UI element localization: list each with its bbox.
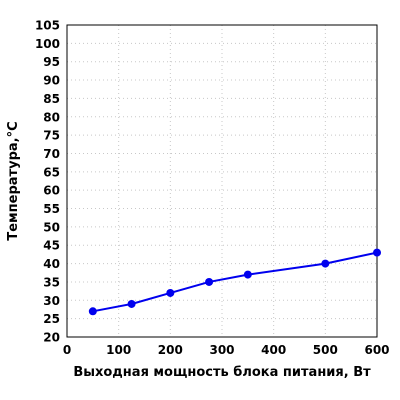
data-point	[127, 299, 136, 308]
data-point	[205, 277, 214, 286]
y-tick-label: 45	[43, 239, 60, 253]
data-point	[88, 307, 97, 316]
x-tick-label: 0	[63, 343, 71, 357]
y-tick-label: 90	[43, 74, 60, 88]
y-tick-label: 65	[43, 165, 60, 179]
y-tick-label: 105	[35, 19, 60, 33]
grid	[67, 25, 377, 337]
x-tick-label: 500	[313, 343, 338, 357]
y-tick-label: 60	[43, 184, 60, 198]
x-tick-label: 400	[261, 343, 286, 357]
y-tick-label: 70	[43, 147, 60, 161]
y-tick-label: 100	[35, 37, 60, 51]
plot-frame	[66, 24, 378, 338]
y-tick-label: 35	[43, 275, 60, 289]
y-tick-label: 50	[43, 220, 60, 234]
x-tick-label: 600	[364, 343, 389, 357]
y-tick-label: 95	[43, 55, 60, 69]
y-tick-label: 85	[43, 92, 60, 106]
data-series	[88, 248, 381, 316]
y-axis-title: Температура,°С	[6, 121, 21, 240]
y-tick-label: 30	[43, 294, 60, 308]
y-tick-label: 75	[43, 129, 60, 143]
data-point	[321, 259, 330, 268]
data-point	[373, 248, 381, 257]
y-tick-label: 80	[43, 110, 60, 124]
x-tick-label: 300	[209, 343, 234, 357]
data-point	[243, 270, 252, 279]
y-tick-label: 20	[43, 331, 60, 345]
x-axis-title: Выходная мощность блока питания, Вт	[73, 365, 371, 380]
y-axis-ticks: 20 25 30 35 40 45 50 55 60 65 70 75 80 85 90 95 100 105	[35, 19, 60, 345]
x-tick-label: 100	[106, 343, 131, 357]
y-tick-label: 25	[43, 312, 60, 326]
data-point	[166, 288, 175, 297]
x-axis-ticks: 0 100 200 300 400 500 600	[63, 343, 390, 357]
y-tick-label: 40	[43, 257, 60, 271]
y-tick-label: 55	[43, 202, 60, 216]
x-tick-label: 200	[158, 343, 183, 357]
